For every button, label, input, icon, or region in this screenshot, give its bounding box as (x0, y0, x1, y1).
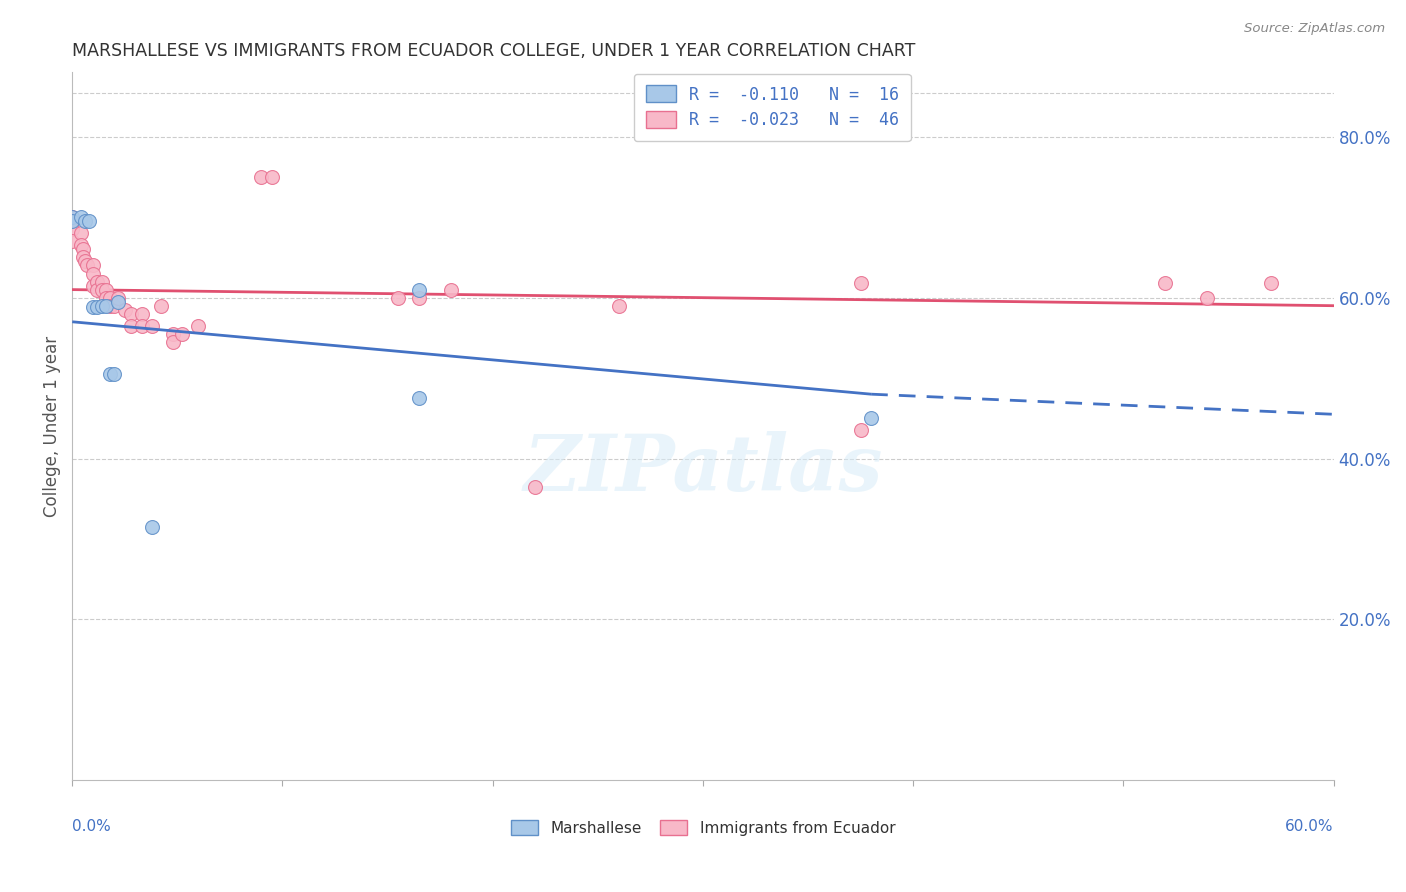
Text: ZIPatlas: ZIPatlas (523, 431, 883, 507)
Point (60, 235, 83, 249)
Text: Source: ZipAtlas.com: Source: ZipAtlas.com (1244, 22, 1385, 36)
Point (440, 283, 463, 297)
Point (170, 326, 193, 341)
Point (103, 367, 125, 381)
Point (141, 520, 163, 534)
Point (98, 291, 121, 305)
Point (387, 291, 409, 305)
Point (162, 326, 184, 341)
Point (131, 307, 153, 321)
Point (90, 275, 112, 289)
Point (98, 299, 121, 313)
Point (60, 214, 83, 228)
Point (1197, 291, 1219, 305)
Point (86, 275, 108, 289)
Point (82, 259, 104, 273)
Y-axis label: College, Under 1 year: College, Under 1 year (44, 335, 60, 516)
Point (408, 291, 430, 305)
Point (849, 423, 872, 437)
Point (120, 307, 142, 321)
Point (103, 299, 125, 313)
Point (408, 283, 430, 297)
Point (82, 301, 104, 315)
Point (149, 299, 172, 313)
Point (107, 291, 129, 305)
Point (69, 211, 91, 225)
Point (69, 227, 91, 241)
Text: 0.0%: 0.0% (72, 819, 111, 834)
Point (73, 214, 96, 228)
Point (250, 169, 273, 184)
Point (408, 391, 430, 405)
Point (114, 302, 136, 317)
Text: MARSHALLESE VS IMMIGRANTS FROM ECUADOR COLLEGE, UNDER 1 YEAR CORRELATION CHART: MARSHALLESE VS IMMIGRANTS FROM ECUADOR C… (72, 42, 915, 60)
Point (131, 318, 153, 333)
Point (76, 259, 98, 273)
Point (60, 211, 83, 225)
Point (849, 276, 872, 290)
Text: 60.0%: 60.0% (1285, 819, 1334, 834)
Point (60, 214, 83, 228)
Point (82, 278, 104, 293)
Point (162, 334, 184, 349)
Point (523, 480, 546, 494)
Point (90, 283, 112, 297)
Point (60, 211, 83, 225)
Point (69, 238, 91, 252)
Point (607, 299, 630, 313)
Point (86, 301, 108, 315)
Point (72, 251, 94, 265)
Point (77, 214, 100, 228)
Point (107, 294, 129, 309)
Point (260, 169, 283, 184)
Point (82, 267, 104, 281)
Point (1260, 276, 1282, 290)
Point (86, 283, 108, 297)
Point (1154, 276, 1177, 290)
Legend: Marshallese, Immigrants from Ecuador: Marshallese, Immigrants from Ecuador (503, 812, 903, 844)
Point (94, 299, 117, 313)
Point (187, 318, 209, 333)
Point (141, 318, 163, 333)
Point (94, 291, 117, 305)
Point (98, 367, 121, 381)
Point (860, 411, 883, 425)
Point (94, 283, 117, 297)
Point (72, 243, 94, 257)
Point (60, 222, 83, 236)
Point (73, 254, 96, 268)
Point (120, 318, 142, 333)
Point (90, 299, 112, 313)
